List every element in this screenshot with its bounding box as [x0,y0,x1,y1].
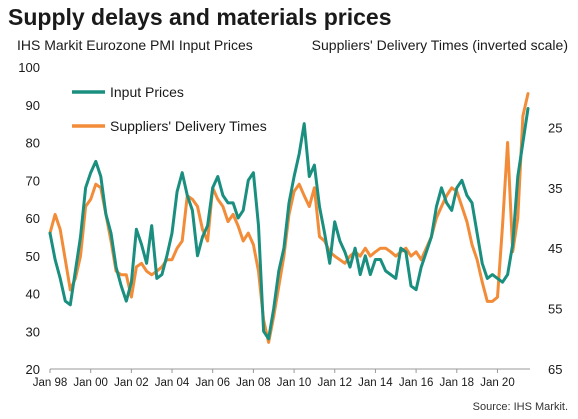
x-axis: Jan 98 Jan 00 Jan 02 Jan 04 Jan 06 Jan 08 Jan … [33,368,530,389]
legend: Input Prices Suppliers' Delivery Times [72,84,267,134]
x-tick-label: Jan 06 [195,377,230,389]
left-tick-label: 70 [26,173,40,188]
left-tick-label: 80 [26,136,40,151]
right-tick-label: 45 [548,241,562,256]
x-tick-label: Jan 04 [155,377,190,389]
x-tick-label: Jan 14 [358,377,393,389]
right-tick-label: 55 [548,302,562,317]
x-tick-label: Jan 12 [317,377,352,389]
left-tick-label: 100 [18,60,40,75]
right-tick-label: 25 [548,120,562,135]
left-tick-label: 30 [26,324,40,339]
legend-delivery-times-label: Suppliers' Delivery Times [110,118,267,134]
right-axis-ticks: 25 35 45 55 65 [548,120,562,377]
right-tick-label: 35 [548,181,562,196]
source-note: Source: IHS Markit. [472,401,568,413]
left-tick-label: 40 [26,287,40,302]
x-tick-label: Jan 16 [399,377,434,389]
x-tick-label: Jan 10 [277,377,312,389]
right-axis-title: Suppliers' Delivery Times (inverted scal… [311,37,568,53]
x-tick-label: Jan 98 [33,377,68,389]
x-tick-label: Jan 00 [73,377,108,389]
left-tick-label: 60 [26,211,40,226]
x-tick-label: Jan 02 [114,377,149,389]
left-tick-label: 20 [26,362,40,377]
x-tick-label: Jan 18 [440,377,475,389]
left-tick-label: 90 [26,98,40,113]
left-axis-ticks: 20 30 40 50 60 70 80 90 100 [18,60,40,377]
x-tick-label: Jan 20 [480,377,515,389]
left-tick-label: 50 [26,249,40,264]
right-tick-label: 65 [548,362,562,377]
left-axis-title: IHS Markit Eurozone PMI Input Prices [17,37,253,53]
series-layer [48,92,530,344]
legend-input-prices-label: Input Prices [110,84,184,100]
x-tick-label: Jan 08 [236,377,271,389]
series-input-prices-line [48,107,530,341]
chart-title: Supply delays and materials prices [8,4,392,30]
